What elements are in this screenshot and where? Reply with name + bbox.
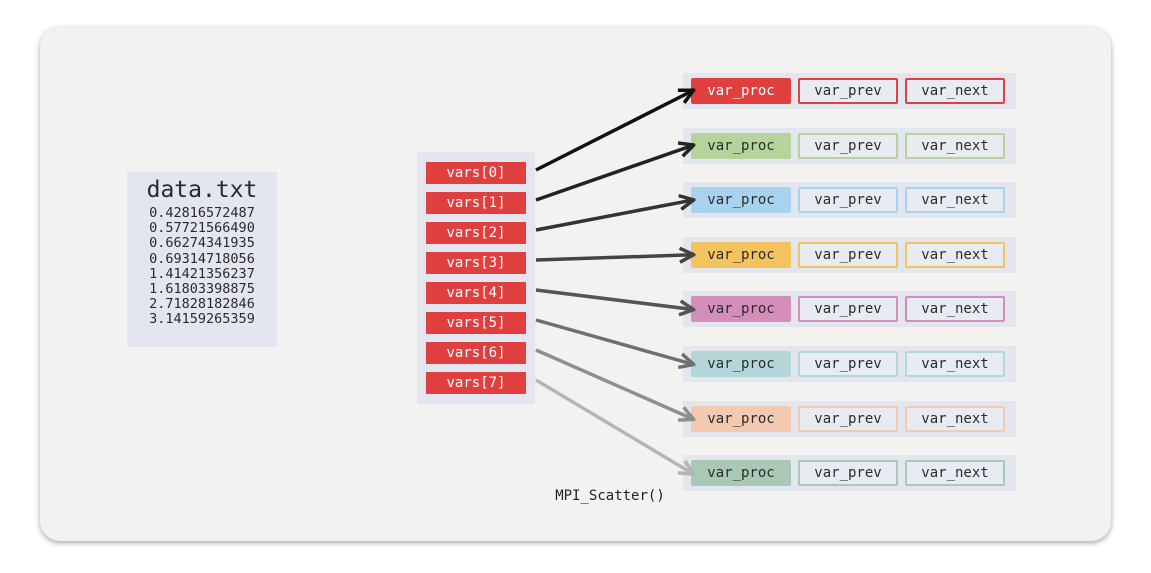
- file-lines: 0.42816572487 0.57721566490 0.66274341935 0…: [127, 205, 277, 328]
- vars-element: vars[5]: [426, 312, 526, 334]
- vars-element: vars[7]: [426, 372, 526, 394]
- cell-var-proc: var_proc: [691, 78, 791, 104]
- scatter-arrow: [535, 348, 692, 419]
- cell-var-next: var_next: [905, 351, 1005, 377]
- scatter-arrow: [535, 91, 692, 172]
- process-row: var_proc var_prev var_next: [683, 455, 1016, 492]
- cell-var-proc: var_proc: [691, 351, 791, 377]
- cell-var-next: var_next: [905, 132, 1005, 159]
- scatter-arrow: [535, 288, 692, 309]
- scatter-arrow: [535, 318, 692, 364]
- file-line: 3.14159265359: [149, 311, 255, 328]
- cell-var-prev: var_prev: [798, 351, 898, 377]
- cell-var-proc: var_proc: [691, 132, 791, 159]
- file-line: 0.69314718056: [149, 250, 255, 267]
- vars-array: vars[0] vars[1] vars[2] vars[3] vars[4] vars[…: [417, 152, 535, 404]
- data-file: data.txt 0.42816572487 0.57721566490 0.662…: [127, 172, 277, 347]
- vars-element: vars[1]: [426, 192, 526, 214]
- cell-var-prev: var_prev: [798, 187, 898, 214]
- file-line: 1.61803398875: [149, 281, 255, 298]
- file-line: 0.42816572487: [149, 205, 255, 221]
- cell-var-prev: var_prev: [798, 460, 898, 487]
- file-line: 0.57721566490: [149, 220, 255, 237]
- cell-var-prev: var_prev: [798, 296, 898, 323]
- cell-var-prev: var_prev: [798, 405, 898, 432]
- process-row: var_proc var_prev var_next: [683, 400, 1016, 437]
- cell-var-proc: var_proc: [691, 187, 791, 214]
- cell-var-next: var_next: [905, 296, 1005, 323]
- file-line: 1.41421356237: [149, 265, 255, 282]
- process-row: var_proc var_prev var_next: [683, 346, 1016, 382]
- cell-var-prev: var_prev: [798, 241, 898, 268]
- scatter-arrow: [535, 378, 692, 473]
- cell-var-next: var_next: [905, 241, 1005, 268]
- cell-var-proc: var_proc: [691, 460, 791, 487]
- vars-element: vars[6]: [426, 342, 526, 364]
- vars-element: vars[4]: [426, 282, 526, 304]
- process-row: var_proc var_prev var_next: [683, 236, 1016, 273]
- cell-var-next: var_next: [905, 460, 1005, 487]
- file-line: 0.66274341935: [149, 235, 255, 252]
- vars-element: vars[2]: [426, 222, 526, 244]
- cell-var-prev: var_prev: [798, 132, 898, 159]
- process-row: var_proc var_prev var_next: [683, 182, 1016, 219]
- cell-var-proc: var_proc: [691, 405, 791, 432]
- cell-var-next: var_next: [905, 405, 1005, 432]
- vars-element: vars[0]: [426, 162, 526, 184]
- process-row: var_proc var_prev var_next: [683, 291, 1016, 328]
- process-row: var_proc var_prev var_next: [683, 73, 1016, 109]
- file-line: 2.71828182846: [149, 296, 255, 313]
- scatter-arrow: [535, 255, 692, 260]
- file-title: data.txt: [146, 177, 258, 203]
- scatter-arrow: [535, 200, 692, 232]
- scatter-arrow: [535, 146, 692, 202]
- process-row: var_proc var_prev var_next: [683, 127, 1016, 164]
- cell-var-proc: var_proc: [691, 296, 791, 323]
- vars-element: vars[3]: [426, 252, 526, 274]
- cell-var-next: var_next: [905, 187, 1005, 214]
- cell-var-prev: var_prev: [798, 78, 898, 104]
- operation-label: MPI_Scatter(): [555, 488, 665, 504]
- cell-var-proc: var_proc: [691, 241, 791, 268]
- cell-var-next: var_next: [905, 78, 1005, 104]
